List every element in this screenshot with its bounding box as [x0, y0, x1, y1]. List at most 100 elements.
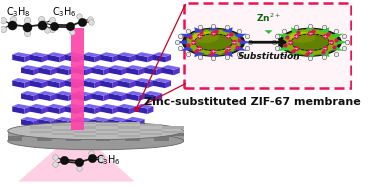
- Polygon shape: [135, 54, 147, 62]
- Polygon shape: [118, 52, 136, 57]
- Polygon shape: [51, 68, 57, 75]
- Ellipse shape: [291, 33, 329, 51]
- Polygon shape: [100, 78, 118, 83]
- Polygon shape: [319, 51, 330, 57]
- Polygon shape: [109, 119, 121, 127]
- Polygon shape: [30, 52, 48, 57]
- Polygon shape: [39, 91, 57, 96]
- Text: Substitution: Substitution: [237, 52, 300, 61]
- Ellipse shape: [186, 29, 241, 55]
- Polygon shape: [59, 106, 65, 114]
- FancyBboxPatch shape: [30, 131, 52, 133]
- Polygon shape: [21, 65, 39, 70]
- Polygon shape: [30, 80, 42, 88]
- FancyBboxPatch shape: [184, 4, 351, 88]
- FancyBboxPatch shape: [30, 126, 52, 129]
- Polygon shape: [91, 117, 110, 121]
- Polygon shape: [162, 68, 174, 75]
- Polygon shape: [180, 34, 194, 39]
- FancyBboxPatch shape: [118, 126, 139, 129]
- Polygon shape: [39, 65, 57, 70]
- Polygon shape: [74, 68, 86, 75]
- Ellipse shape: [279, 28, 342, 57]
- Polygon shape: [277, 46, 290, 51]
- Polygon shape: [51, 119, 57, 127]
- Polygon shape: [121, 93, 127, 101]
- Polygon shape: [30, 78, 48, 83]
- Polygon shape: [56, 119, 68, 127]
- Polygon shape: [91, 68, 104, 75]
- Polygon shape: [208, 54, 219, 59]
- Polygon shape: [94, 80, 101, 88]
- Polygon shape: [83, 52, 101, 57]
- Polygon shape: [330, 46, 344, 51]
- Polygon shape: [240, 40, 252, 45]
- Polygon shape: [104, 68, 110, 75]
- Polygon shape: [68, 68, 74, 75]
- Polygon shape: [33, 68, 39, 75]
- Polygon shape: [222, 51, 233, 57]
- Polygon shape: [272, 40, 284, 45]
- Ellipse shape: [289, 32, 316, 43]
- Polygon shape: [127, 93, 139, 101]
- Polygon shape: [147, 106, 153, 114]
- Polygon shape: [91, 65, 110, 70]
- Polygon shape: [118, 104, 136, 109]
- Polygon shape: [83, 78, 101, 83]
- Polygon shape: [24, 106, 30, 114]
- Polygon shape: [86, 68, 92, 75]
- FancyBboxPatch shape: [139, 133, 162, 135]
- Polygon shape: [156, 68, 162, 75]
- Polygon shape: [118, 80, 130, 88]
- FancyBboxPatch shape: [118, 122, 139, 124]
- FancyBboxPatch shape: [81, 131, 96, 136]
- Polygon shape: [100, 52, 118, 57]
- Polygon shape: [68, 93, 74, 101]
- Polygon shape: [234, 34, 247, 39]
- Polygon shape: [91, 91, 110, 96]
- FancyBboxPatch shape: [22, 131, 37, 136]
- Polygon shape: [77, 80, 83, 88]
- Polygon shape: [74, 91, 92, 96]
- Polygon shape: [162, 65, 180, 70]
- Ellipse shape: [194, 33, 232, 51]
- Ellipse shape: [192, 32, 219, 43]
- Polygon shape: [47, 80, 59, 88]
- Polygon shape: [175, 40, 187, 45]
- Polygon shape: [147, 80, 153, 88]
- Polygon shape: [104, 119, 110, 127]
- Polygon shape: [234, 46, 247, 51]
- Polygon shape: [30, 104, 48, 109]
- Polygon shape: [135, 52, 153, 57]
- FancyBboxPatch shape: [118, 135, 139, 137]
- Polygon shape: [59, 80, 65, 88]
- Polygon shape: [144, 93, 156, 101]
- Polygon shape: [94, 106, 101, 114]
- Polygon shape: [112, 54, 118, 62]
- FancyBboxPatch shape: [154, 136, 169, 141]
- Polygon shape: [153, 78, 171, 83]
- Polygon shape: [118, 54, 130, 62]
- Polygon shape: [21, 68, 33, 75]
- Polygon shape: [47, 104, 65, 109]
- Polygon shape: [74, 65, 92, 70]
- Polygon shape: [68, 119, 74, 127]
- Polygon shape: [12, 54, 24, 62]
- Polygon shape: [139, 93, 145, 101]
- Polygon shape: [56, 93, 68, 101]
- Polygon shape: [165, 80, 171, 88]
- Polygon shape: [104, 93, 110, 101]
- Polygon shape: [86, 119, 92, 127]
- Polygon shape: [42, 54, 48, 62]
- Polygon shape: [47, 52, 65, 57]
- Polygon shape: [65, 106, 77, 114]
- FancyBboxPatch shape: [52, 124, 74, 126]
- Text: C$_3$H$_8$: C$_3$H$_8$: [6, 5, 31, 19]
- Polygon shape: [100, 80, 112, 88]
- Polygon shape: [156, 93, 162, 101]
- Polygon shape: [56, 91, 74, 96]
- Polygon shape: [74, 93, 86, 101]
- Polygon shape: [100, 104, 118, 109]
- Polygon shape: [65, 80, 77, 88]
- Ellipse shape: [182, 28, 245, 57]
